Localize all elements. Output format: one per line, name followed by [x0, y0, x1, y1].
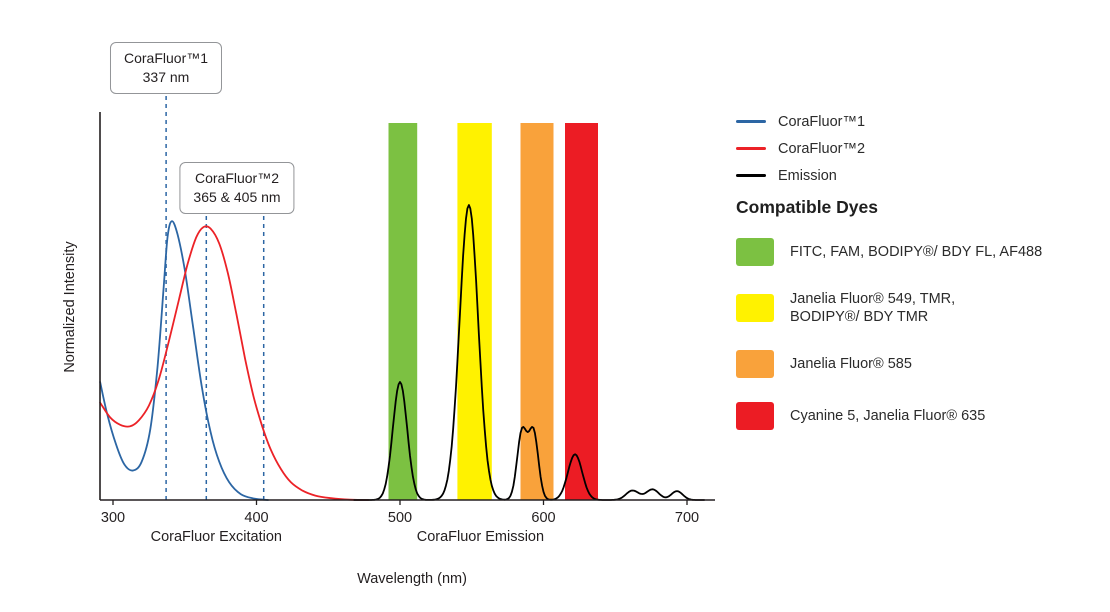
dye-label: FITC, FAM, BODIPY®/ BDY FL, AF488 — [790, 244, 1043, 260]
dye-item-green: FITC, FAM, BODIPY®/ BDY FL, AF488 — [736, 238, 1042, 266]
region-label-emission: CoraFluor Emission — [417, 529, 544, 545]
band-orange — [520, 123, 554, 500]
legend-label: Emission — [778, 167, 837, 184]
tick-label-500: 500 — [388, 510, 412, 526]
annotation-value: 365 & 405 nm — [193, 189, 281, 205]
region-label-excitation: CoraFluor Excitation — [151, 529, 282, 545]
dye-item-red: Cyanine 5, Janelia Fluor® 635 — [736, 402, 1042, 430]
legend-item-corafluor2: CoraFluor™2 — [736, 135, 865, 162]
dye-swatch-red — [736, 402, 774, 430]
band-red — [565, 123, 598, 500]
dye-swatch-orange — [736, 350, 774, 378]
annotation-title: CoraFluor™2 — [194, 170, 280, 186]
dye-label: Janelia Fluor® 585 — [790, 356, 912, 372]
legend: CoraFluor™1 CoraFluor™2 Emission — [736, 108, 865, 189]
annotation-title: CoraFluor™1 — [123, 50, 209, 66]
legend-label: CoraFluor™1 — [778, 113, 866, 130]
tick-label-600: 600 — [531, 510, 555, 526]
x-axis-label: Wavelength (nm) — [357, 571, 467, 587]
legend-label: CoraFluor™2 — [778, 140, 866, 157]
annotation-value: 337 nm — [142, 69, 190, 85]
legend-item-corafluor1: CoraFluor™1 — [736, 108, 865, 135]
tick-label-700: 700 — [675, 510, 699, 526]
dye-item-yellow: Janelia Fluor® 549, TMR, BODIPY®/ BDY TM… — [736, 290, 1042, 326]
legend-line-swatch-blue — [736, 120, 766, 123]
annotation-corafluor2-365-405: CoraFluor™2 365 & 405 nm — [179, 162, 295, 214]
annotation-corafluor1-337: CoraFluor™1 337 nm — [109, 42, 223, 94]
y-axis-label: Normalized Intensity — [62, 241, 78, 373]
dye-swatch-green — [736, 238, 774, 266]
tick-label-400: 400 — [244, 510, 268, 526]
band-green — [388, 123, 418, 500]
dye-swatch-yellow — [736, 294, 774, 322]
tick-label-300: 300 — [101, 510, 125, 526]
compatible-dyes-heading: Compatible Dyes — [736, 197, 878, 217]
legend-line-swatch-red — [736, 147, 766, 150]
compatible-dyes-panel: FITC, FAM, BODIPY®/ BDY FL, AF488 Janeli… — [736, 238, 1042, 454]
dye-item-orange: Janelia Fluor® 585 — [736, 350, 1042, 378]
excitation-curve-corafluor1 — [99, 220, 269, 501]
legend-item-emission: Emission — [736, 162, 865, 189]
legend-line-swatch-black — [736, 174, 766, 177]
excitation-curve-corafluor2 — [99, 225, 370, 501]
dye-label: Cyanine 5, Janelia Fluor® 635 — [790, 408, 986, 424]
dye-label: Janelia Fluor® 549, TMR, BODIPY®/ BDY TM… — [790, 291, 956, 325]
emission-curve — [353, 204, 706, 501]
